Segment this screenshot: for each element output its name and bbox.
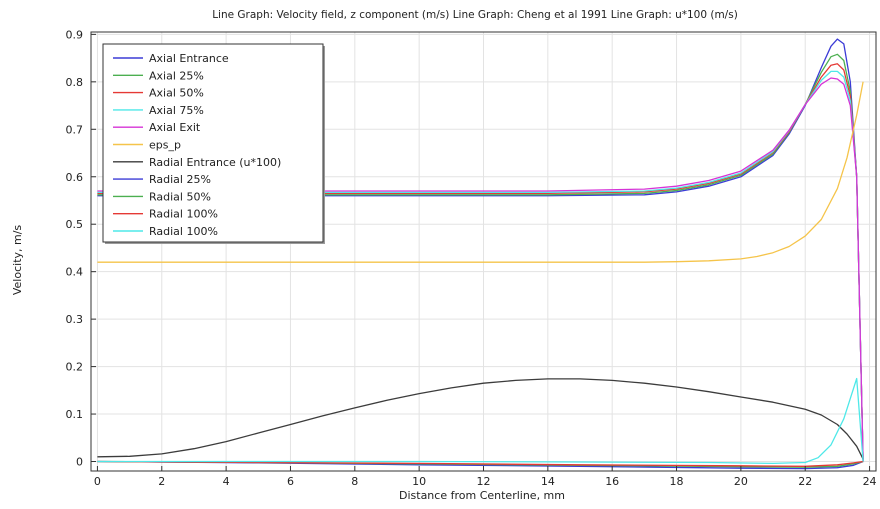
y-tick-label: 0.2 — [66, 361, 84, 374]
y-tick-label: 0.4 — [66, 266, 84, 279]
chart-title: Line Graph: Velocity field, z component … — [212, 9, 738, 21]
axis-ticks: 0 2 4 6 8 10 12 14 16 18 20 22 2400.10.20.30.40.50.6… — [66, 28, 877, 488]
legend-item-label: eps_p — [149, 139, 181, 152]
x-tick-label: 14 — [541, 475, 555, 488]
x-tick-label: 10 — [412, 475, 426, 488]
y-tick-label: 0.3 — [66, 313, 84, 326]
legend-item-label: Axial 75% — [149, 104, 204, 117]
y-tick-label: 0.7 — [66, 123, 84, 136]
series-line-2 — [97, 53, 864, 462]
x-tick-label: 6 — [287, 475, 294, 488]
x-tick-label: 4 — [223, 475, 230, 488]
x-axis-title: Distance from Centerline, mm — [399, 489, 565, 502]
legend-box — [102, 43, 324, 243]
legend: Axial Entrance Axial 25% Axial 50% Axial 75… — [102, 43, 325, 244]
x-tick-label: 12 — [477, 475, 491, 488]
legend-item-label: Radial Entrance (u*100) — [149, 156, 281, 169]
legend-item-label: Radial 100% — [149, 225, 218, 238]
series-line-1 — [97, 38, 864, 462]
x-tick-label: 24 — [863, 475, 877, 488]
y-tick-label: 0.1 — [66, 408, 84, 421]
series-line-7 — [97, 378, 864, 460]
x-tick-label: 2 — [158, 475, 165, 488]
y-tick-label: 0.6 — [66, 171, 84, 184]
x-tick-label: 20 — [734, 475, 748, 488]
x-tick-label: 22 — [798, 475, 812, 488]
series-line-5 — [97, 77, 864, 462]
series-line-10 — [97, 460, 864, 467]
x-tick-label: 16 — [605, 475, 619, 488]
series-line-6 — [97, 81, 864, 263]
legend-item-label: Radial 100% — [149, 208, 218, 221]
x-tick-label: 8 — [351, 475, 358, 488]
legend-item-label: Axial 50% — [149, 87, 204, 100]
legend-item-label: Axial Entrance — [149, 52, 229, 65]
series-line-11 — [97, 377, 864, 465]
y-tick-label: 0 — [76, 456, 83, 469]
legend-item-label: Axial 25% — [149, 69, 204, 82]
y-tick-label: 0.9 — [66, 28, 84, 41]
legend-item-label: Radial 25% — [149, 173, 211, 186]
legend-item-label: Axial Exit — [149, 121, 201, 134]
legend-item-label: Radial 50% — [149, 190, 211, 203]
y-tick-label: 0.5 — [66, 218, 84, 231]
y-tick-label: 0.8 — [66, 76, 84, 89]
x-tick-label: 0 — [94, 475, 101, 488]
y-axis-title: Velocity, m/s — [11, 225, 24, 296]
x-tick-label: 18 — [670, 475, 684, 488]
